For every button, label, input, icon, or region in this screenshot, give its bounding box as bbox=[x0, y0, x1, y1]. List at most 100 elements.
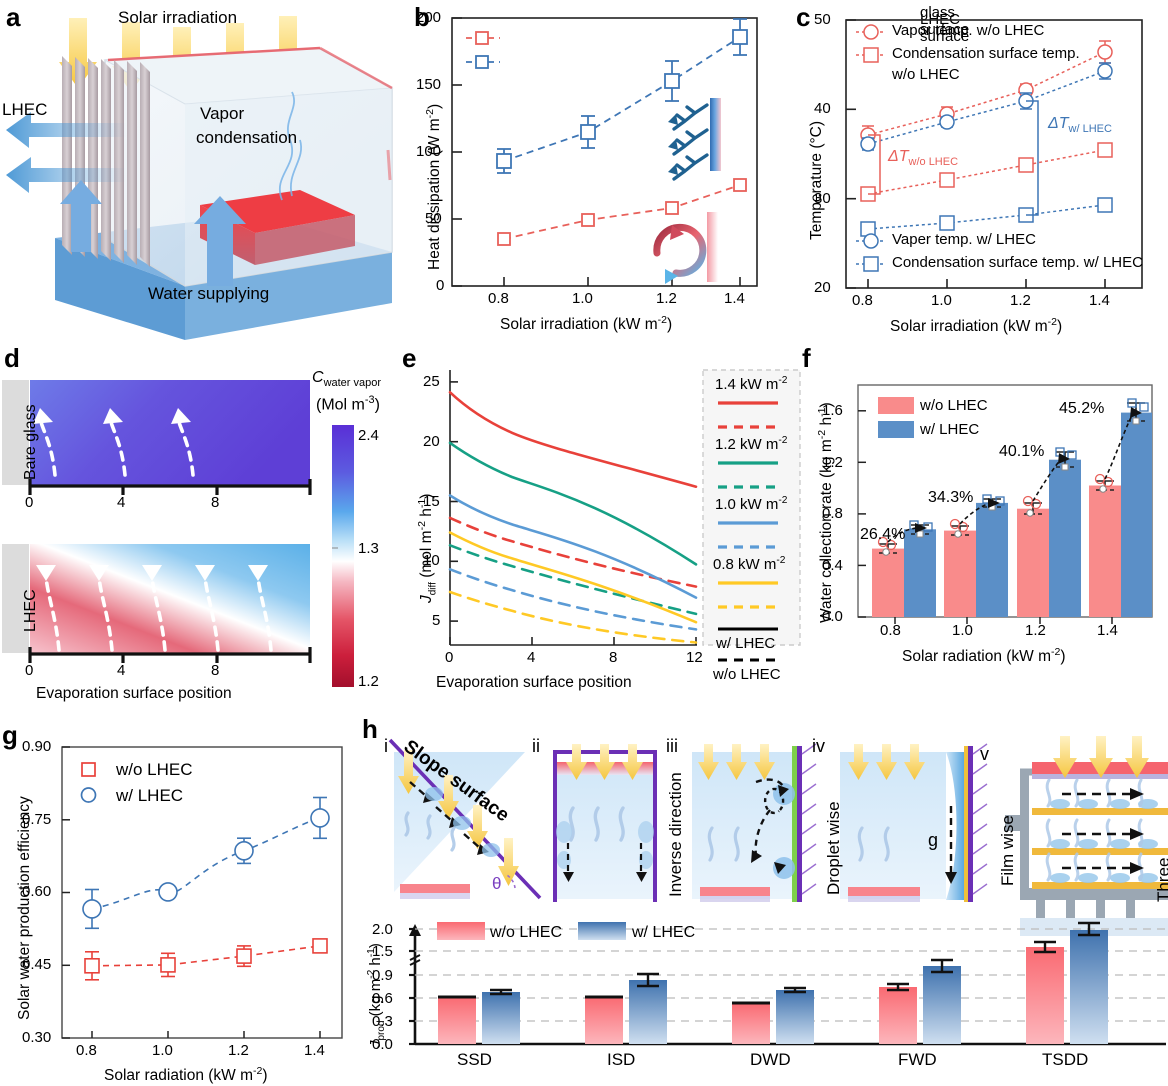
panel-h-sublabel-iii: iii bbox=[666, 736, 678, 756]
bar-fwd-w bbox=[923, 966, 961, 1044]
panel-d-cbar-title: Cwater vapor bbox=[312, 369, 382, 390]
bar-tsdd-wo bbox=[1026, 947, 1064, 1044]
panel-g-ytick-0: 0.30 bbox=[22, 1029, 52, 1046]
vapor-swirl bbox=[279, 91, 303, 201]
bar-ssd-w bbox=[482, 992, 520, 1044]
panel-h-three-stages-label: Three stages bbox=[1154, 857, 1168, 902]
lhec-arrowheads bbox=[36, 565, 268, 581]
panel-h-legend-label-0: w/o LHEC bbox=[490, 924, 563, 941]
panel-g-legend-label-0: w/o LHEC bbox=[116, 760, 193, 779]
bar-isd-w bbox=[629, 980, 667, 1044]
panel-d-cbar-tick-2: 1.2 bbox=[358, 673, 379, 690]
panel-f-annotation-1: 34.3% bbox=[928, 489, 974, 506]
panel-e-legend-label-0: 1.4 kW m-2 bbox=[715, 375, 788, 393]
panel-h-ytick-2: 0.6 bbox=[372, 990, 393, 1007]
panel-e-plot bbox=[448, 369, 801, 646]
panel-c-legend-bottom-1: Condensation surface temp. w/ LHEC bbox=[892, 254, 1143, 271]
panel-b: b bbox=[410, 0, 969, 345]
panel-d-row2-xtick-0: 0 bbox=[25, 662, 34, 679]
panel-g-xtick-0: 0.8 bbox=[76, 1042, 97, 1059]
panel-d-row1-xtick-1: 4 bbox=[117, 494, 126, 511]
panel-a-vapor-label-2: condensation bbox=[196, 128, 298, 147]
panel-f-bars-w-lhec bbox=[904, 412, 1152, 617]
panel-e-xtick-2: 8 bbox=[609, 649, 618, 666]
panel-b-ytick-2: 100 bbox=[416, 143, 442, 160]
panel-b-xtick-2: 1.2 bbox=[656, 290, 677, 307]
panel-h-ytick-4: 1.5 bbox=[372, 943, 393, 960]
panel-e-legend-label-2: 1.0 kW m-2 bbox=[715, 495, 788, 513]
panel-f-bars-wo-lhec bbox=[872, 485, 1121, 617]
panel-f-ytick-1: 0.4 bbox=[822, 557, 843, 574]
panel-f-ytick-4: 1.6 bbox=[822, 402, 843, 419]
panel-c-xtick-1: 1.0 bbox=[931, 292, 952, 309]
panel-h-sublabel-iv: iv bbox=[812, 736, 825, 756]
panel-c-ytick-1: 30 bbox=[814, 190, 831, 207]
panel-b-ytick-4: 200 bbox=[416, 9, 442, 26]
panel-h-sublabel-ii: ii bbox=[532, 736, 540, 756]
colorbar bbox=[332, 425, 354, 687]
panel-h-label: h bbox=[362, 714, 378, 744]
panel-a-vapor-label-1: Vapor bbox=[200, 104, 245, 123]
panel-e-legend-label-1: 1.2 kW m-2 bbox=[715, 435, 788, 453]
panel-h-legend-label-1: w/ LHEC bbox=[632, 924, 696, 941]
lhec-flow-arrows bbox=[6, 112, 126, 193]
panel-a: a bbox=[0, 0, 410, 345]
panel-g-ytick-4: 0.90 bbox=[22, 738, 52, 755]
panel-c-legend-top-1: Condensation surface temp. bbox=[892, 45, 1080, 62]
panel-c-legend-bottom-0: Vaper temp. w/ LHEC bbox=[892, 231, 1036, 248]
panel-h-diagram-v bbox=[1005, 736, 1168, 936]
panel-b-xtick-1: 1.0 bbox=[572, 290, 593, 307]
panel-c-delta-wo bbox=[868, 134, 881, 195]
panel-b-legend-label-0: Bare glass surface bbox=[920, 0, 970, 38]
panel-f-label: f bbox=[802, 343, 811, 373]
panel-c-delta-wo-label: ΔTw/o LHEC bbox=[888, 148, 959, 169]
panel-c-xtick-3: 1.4 bbox=[1089, 292, 1110, 309]
panel-f-plot bbox=[857, 384, 1153, 624]
panel-f-xtick-3: 1.4 bbox=[1097, 622, 1118, 639]
panel-f-yaxis-title: Water collection rate (kg m-2 h-1) bbox=[816, 402, 836, 623]
panel-f-ytick-2: 0.8 bbox=[822, 505, 843, 522]
bar-tsdd-w bbox=[1070, 930, 1108, 1044]
panel-f-ytick-3: 1.2 bbox=[822, 454, 843, 471]
panel-e-label: e bbox=[402, 343, 417, 373]
panel-b-xtick-3: 1.4 bbox=[724, 290, 745, 307]
panel-f-annotation-2: 40.1% bbox=[999, 443, 1045, 460]
panel-f-xtick-1: 1.0 bbox=[952, 622, 973, 639]
panel-h-theta-label: θ bbox=[492, 874, 502, 893]
panel-b-plot bbox=[451, 17, 758, 287]
panel-c-legend-top-0: Vapor temp. w/o LHEC bbox=[892, 22, 1045, 39]
panel-a-water-label: Water supplying bbox=[148, 284, 270, 303]
bar-dwd-w bbox=[776, 990, 814, 1044]
lhec-flow-arrows bbox=[44, 575, 273, 652]
panel-e: e bbox=[400, 343, 801, 691]
panel-h-sublabel-v: v bbox=[980, 744, 989, 764]
panel-e-legend-dashed-label: w/o LHEC bbox=[713, 666, 781, 683]
panel-h-ytick-0: 0.0 bbox=[372, 1036, 393, 1053]
panel-e-xtick-1: 4 bbox=[527, 649, 536, 666]
panel-c-label: c bbox=[796, 2, 811, 32]
panel-b-ytick-3: 150 bbox=[416, 76, 442, 93]
panel-c-delta-w bbox=[1026, 100, 1039, 216]
panel-g: g bbox=[0, 690, 360, 1086]
panel-h-gravity-label: g bbox=[928, 830, 939, 850]
panel-h-droplet-label: Droplet wise bbox=[824, 801, 843, 895]
panel-e-ytick-2: 15 bbox=[423, 493, 440, 510]
panel-b-yaxis-title: Heat dissipation (W m-2) bbox=[424, 103, 444, 270]
panel-c-ytick-3: 50 bbox=[814, 11, 831, 28]
panel-f-legend-label-0: w/o LHEC bbox=[920, 397, 988, 414]
lhec-fins bbox=[62, 56, 150, 267]
panel-c-xaxis-title: Solar irradiation (kW m-2) bbox=[890, 316, 1063, 336]
panel-d-cbar-tick-0: 2.4 bbox=[358, 427, 379, 444]
panel-b-ytick-1: 50 bbox=[425, 210, 442, 227]
panel-e-xtick-3: 12 bbox=[686, 649, 703, 666]
panel-f-xtick-0: 0.8 bbox=[880, 622, 901, 639]
panel-c-xtick-2: 1.2 bbox=[1010, 292, 1031, 309]
panel-g-ytick-3: 0.75 bbox=[22, 811, 52, 828]
panel-c-delta-w-label: ΔTw/ LHEC bbox=[1048, 115, 1112, 136]
panel-d-row2-xtick-2: 8 bbox=[211, 662, 220, 679]
panel-g-plot bbox=[61, 746, 343, 1039]
panel-a-label: a bbox=[6, 2, 21, 32]
panel-b-label: b bbox=[414, 2, 430, 32]
panel-f-improvement-arrows bbox=[887, 411, 1135, 543]
panel-b-xtick-0: 0.8 bbox=[488, 290, 509, 307]
